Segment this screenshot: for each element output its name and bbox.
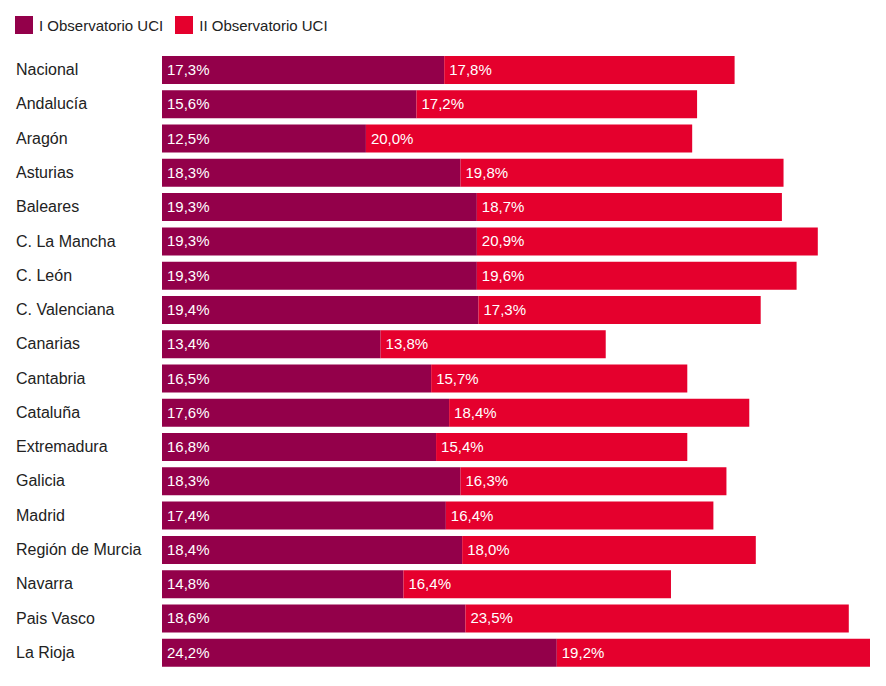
svg-text:18,0%: 18,0%	[467, 541, 510, 558]
svg-text:17,8%: 17,8%	[449, 61, 492, 78]
svg-text:Cataluña: Cataluña	[16, 404, 80, 421]
svg-text:Canarias: Canarias	[16, 335, 80, 352]
svg-text:15,7%: 15,7%	[436, 370, 479, 387]
svg-text:16,8%: 16,8%	[167, 438, 210, 455]
svg-text:18,7%: 18,7%	[482, 198, 525, 215]
svg-text:Andalucía: Andalucía	[16, 95, 87, 112]
svg-text:18,3%: 18,3%	[167, 472, 210, 489]
svg-text:19,2%: 19,2%	[562, 644, 605, 661]
svg-text:Nacional: Nacional	[16, 61, 78, 78]
svg-text:19,6%: 19,6%	[482, 267, 525, 284]
svg-text:17,4%: 17,4%	[167, 507, 210, 524]
svg-text:19,3%: 19,3%	[167, 232, 210, 249]
svg-text:19,3%: 19,3%	[167, 267, 210, 284]
svg-text:14,8%: 14,8%	[167, 575, 210, 592]
svg-text:19,3%: 19,3%	[167, 198, 210, 215]
svg-text:16,5%: 16,5%	[167, 370, 210, 387]
svg-text:24,2%: 24,2%	[167, 644, 210, 661]
svg-text:12,5%: 12,5%	[167, 130, 210, 147]
svg-text:17,3%: 17,3%	[483, 301, 526, 318]
svg-text:13,4%: 13,4%	[167, 335, 210, 352]
svg-text:18,4%: 18,4%	[167, 541, 210, 558]
svg-text:Galicia: Galicia	[16, 472, 65, 489]
html-text:II Observatorio UCI: II Observatorio UCI	[199, 16, 328, 34]
svg-text:Cantabria: Cantabria	[16, 370, 85, 387]
svg-text:16,4%: 16,4%	[451, 507, 494, 524]
svg-text:18,6%: 18,6%	[167, 609, 210, 626]
svg-text:C. La Mancha: C. La Mancha	[16, 233, 116, 250]
svg-text:17,3%: 17,3%	[167, 61, 210, 78]
svg-text:20,0%: 20,0%	[371, 130, 414, 147]
svg-text:18,3%: 18,3%	[167, 164, 210, 181]
svg-text:15,6%: 15,6%	[167, 95, 210, 112]
svg-text:C. León: C. León	[16, 267, 72, 284]
svg-text:17,2%: 17,2%	[421, 95, 464, 112]
svg-text:19,4%: 19,4%	[167, 301, 210, 318]
svg-text:Aragón: Aragón	[16, 130, 68, 147]
svg-text:Navarra: Navarra	[16, 575, 73, 592]
svg-text:15,4%: 15,4%	[441, 438, 484, 455]
svg-text:19,8%: 19,8%	[466, 164, 509, 181]
svg-text:13,8%: 13,8%	[386, 335, 429, 352]
svg-text:La Rioja: La Rioja	[16, 644, 75, 661]
svg-text:Región de Murcia: Región de Murcia	[16, 541, 142, 558]
svg-text:18,4%: 18,4%	[454, 404, 497, 421]
svg-text:Pais Vasco: Pais Vasco	[16, 610, 95, 627]
svg-text:Madrid: Madrid	[16, 507, 65, 524]
svg-text:Extremadura: Extremadura	[16, 438, 108, 455]
svg-text:17,6%: 17,6%	[167, 404, 210, 421]
svg-text:20,9%: 20,9%	[482, 232, 525, 249]
svg-text:16,3%: 16,3%	[466, 472, 509, 489]
svg-text:16,4%: 16,4%	[408, 575, 451, 592]
html-text:I Observatorio UCI: I Observatorio UCI	[39, 16, 164, 34]
svg-text:Baleares: Baleares	[16, 198, 79, 215]
svg-text:Asturias: Asturias	[16, 164, 74, 181]
svg-text:23,5%: 23,5%	[470, 609, 513, 626]
svg-text:C. Valenciana: C. Valenciana	[16, 301, 115, 318]
